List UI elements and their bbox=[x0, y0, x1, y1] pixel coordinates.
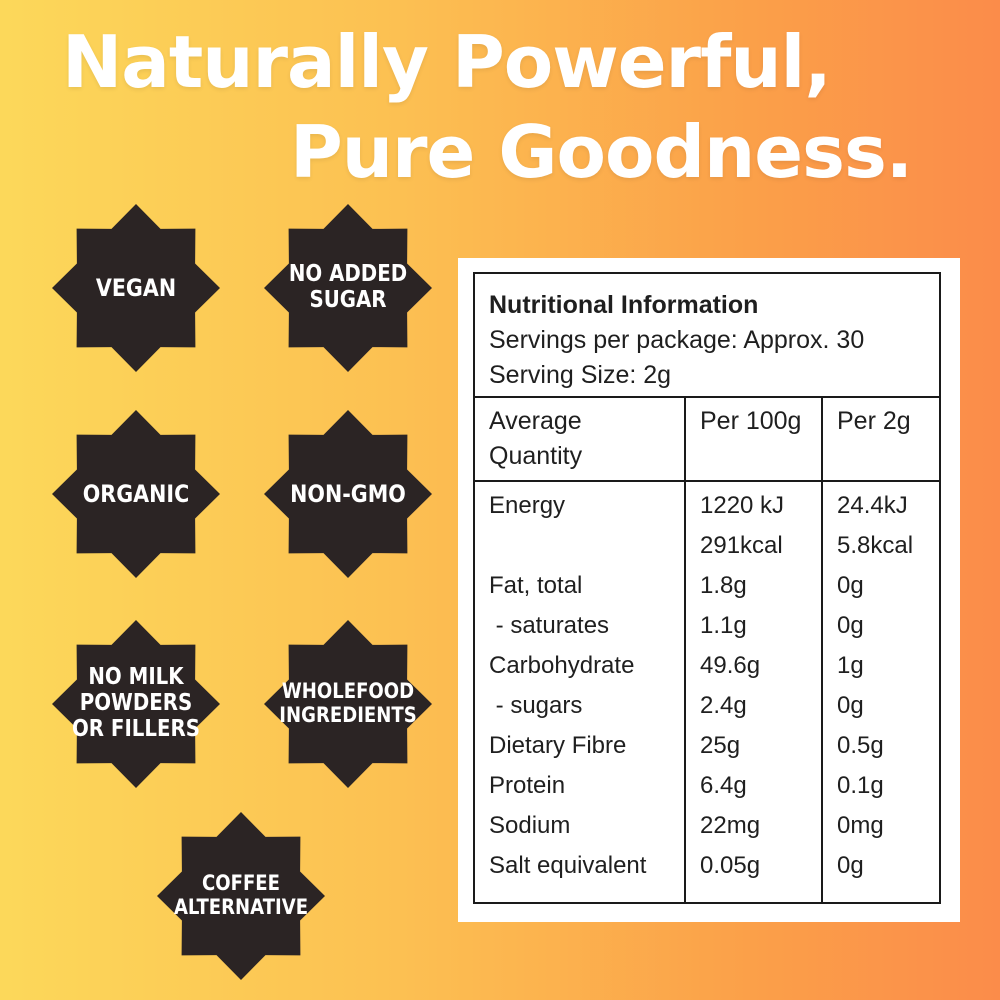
per-serving-value: 0g bbox=[837, 692, 864, 719]
nutrition-title: Nutritional Information bbox=[489, 291, 759, 319]
starburst-badge-icon bbox=[264, 410, 432, 578]
badge-label: NO ADDED SUGAR bbox=[288, 261, 408, 313]
per-100g-value: 22mg bbox=[700, 812, 761, 839]
per-serving-value: 1g bbox=[837, 652, 864, 679]
per-serving-value: 0.5g bbox=[837, 732, 884, 759]
nutrition-row: Sodium 22mg 0mg bbox=[475, 806, 939, 846]
column-header-per-100g: Per 100g bbox=[700, 407, 802, 435]
servings-per-package: Servings per package: Approx. 30 bbox=[489, 326, 865, 354]
divider bbox=[475, 396, 939, 398]
per-serving-value: 5.8kcal bbox=[837, 532, 914, 559]
column-divider bbox=[821, 396, 823, 902]
non-gmo-badge: NON-GMO bbox=[262, 408, 434, 580]
badge-label: WHOLEFOOD INGREDIENTS bbox=[279, 679, 417, 727]
per-serving-value: 0g bbox=[837, 852, 864, 879]
wholefood-ingredients-badge: WHOLEFOOD INGREDIENTS bbox=[262, 618, 434, 790]
nutrient-name: Carbohydrate bbox=[489, 652, 635, 679]
headline-line-1: Naturally Powerful, bbox=[62, 20, 832, 104]
per-serving-value: 0mg bbox=[837, 812, 884, 839]
per-serving-value: 24.4kJ bbox=[837, 492, 908, 519]
per-100g-value: 0.05g bbox=[700, 852, 761, 879]
per-serving-value: 0g bbox=[837, 612, 864, 639]
headline-line-2: Pure Goodness. bbox=[290, 110, 913, 194]
starburst-badge-icon bbox=[52, 410, 220, 578]
starburst-badge-icon bbox=[264, 204, 432, 372]
nutrient-name: Fat, total bbox=[489, 572, 583, 599]
nutrition-panel: Nutritional Information Servings per pac… bbox=[458, 258, 960, 922]
serving-size: Serving Size: 2g bbox=[489, 361, 672, 389]
column-header-quantity: Average Quantity bbox=[489, 407, 583, 470]
vegan-badge: VEGAN bbox=[50, 202, 222, 374]
nutrient-name: Salt equivalent bbox=[489, 852, 647, 879]
nutrition-row: 291kcal 5.8kcal bbox=[475, 526, 939, 566]
divider bbox=[475, 480, 939, 482]
no-added-sugar-badge: NO ADDED SUGAR bbox=[262, 202, 434, 374]
per-100g-value: 2.4g bbox=[700, 692, 747, 719]
per-serving-value: 0.1g bbox=[837, 772, 884, 799]
nutrient-name: - sugars bbox=[489, 692, 583, 719]
per-100g-value: 6.4g bbox=[700, 772, 747, 799]
nutrition-row: Salt equivalent 0.05g 0g bbox=[475, 846, 939, 886]
per-100g-value: 49.6g bbox=[700, 652, 761, 679]
nutrient-name: Protein bbox=[489, 772, 566, 799]
column-header-per-serving: Per 2g bbox=[837, 407, 911, 435]
nutrition-row: - sugars 2.4g 0g bbox=[475, 686, 939, 726]
coffee-alternative-badge: COFFEE ALTERNATIVE bbox=[155, 810, 327, 982]
nutrient-name: Energy bbox=[489, 492, 566, 519]
per-100g-value: 25g bbox=[700, 732, 741, 759]
nutrient-name: - saturates bbox=[489, 612, 610, 639]
per-100g-value: 291kcal bbox=[700, 532, 783, 559]
nutrition-header: Nutritional Information Servings per pac… bbox=[489, 288, 864, 393]
badge-label: COFFEE ALTERNATIVE bbox=[173, 871, 309, 919]
badge-label: NON-GMO bbox=[290, 479, 406, 508]
organic-badge: ORGANIC bbox=[50, 408, 222, 580]
per-100g-value: 1.1g bbox=[700, 612, 747, 639]
nutrient-name: Dietary Fibre bbox=[489, 732, 627, 759]
badge-label: VEGAN bbox=[95, 273, 177, 302]
per-100g-value: 1.8g bbox=[700, 572, 747, 599]
starburst-badge-icon bbox=[264, 620, 432, 788]
column-divider bbox=[684, 396, 686, 902]
badge-label: NO MILK POWDERS OR FILLERS bbox=[71, 664, 201, 742]
nutrition-row: Fat, total 1.8g 0g bbox=[475, 566, 939, 606]
starburst-badge-icon bbox=[157, 812, 325, 980]
badge-label: ORGANIC bbox=[82, 479, 190, 508]
starburst-badge-icon bbox=[52, 620, 220, 788]
nutrient-name: Sodium bbox=[489, 812, 571, 839]
starburst-badge-icon bbox=[52, 204, 220, 372]
no-milk-powders-badge: NO MILK POWDERS OR FILLERS bbox=[50, 618, 222, 790]
nutrition-row: Carbohydrate 49.6g 1g bbox=[475, 646, 939, 686]
nutrition-table: Nutritional Information Servings per pac… bbox=[473, 272, 941, 904]
nutrition-row: Dietary Fibre 25g 0.5g bbox=[475, 726, 939, 766]
per-100g-value: 1220 kJ bbox=[700, 492, 785, 519]
nutrition-row: Protein 6.4g 0.1g bbox=[475, 766, 939, 806]
per-serving-value: 0g bbox=[837, 572, 864, 599]
nutrition-row: Energy 1220 kJ 24.4kJ bbox=[475, 486, 939, 526]
nutrition-row: - saturates 1.1g 0g bbox=[475, 606, 939, 646]
